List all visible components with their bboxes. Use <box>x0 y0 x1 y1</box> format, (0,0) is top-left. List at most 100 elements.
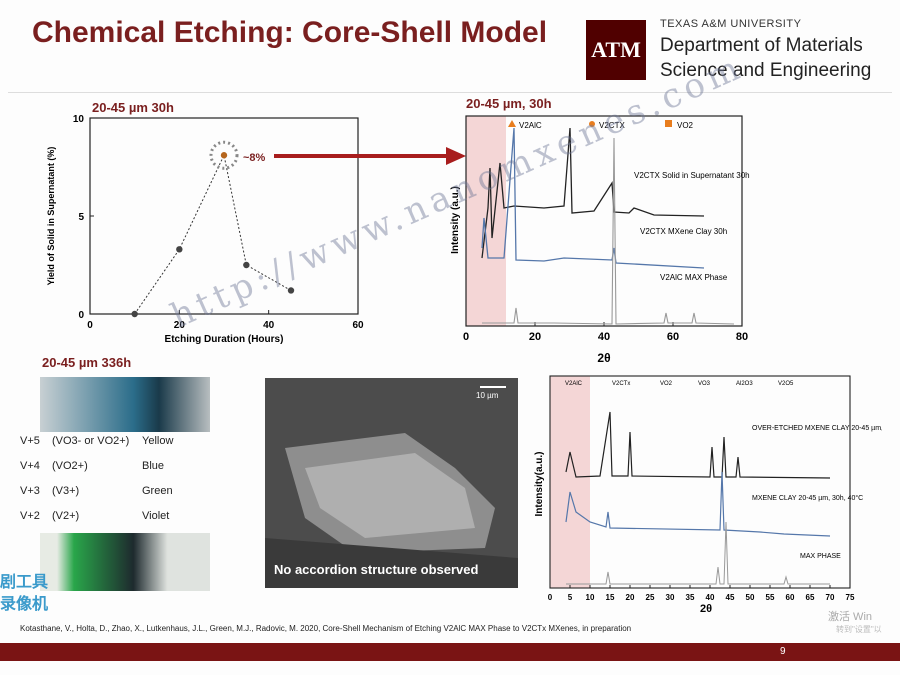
series-max-phase <box>482 137 735 325</box>
xrd2-xtick-label: 15 <box>606 593 615 602</box>
yield-chart: 0 20 40 60 0 5 10 Etching Duration (Hours) Yie… <box>46 114 364 345</box>
row-3-color: Green <box>142 485 173 497</box>
xrd-xtick-label: 80 <box>736 331 748 343</box>
sem-image <box>265 378 518 588</box>
row-3-species: (V3+) <box>52 485 80 497</box>
yield-xtick-label: 20 <box>174 320 186 331</box>
xrd2-xtick-label: 35 <box>686 593 695 602</box>
peak-highlight-circle <box>209 140 239 170</box>
xrd2-xtick-label: 5 <box>568 593 573 602</box>
arrow-to-xrd <box>274 147 466 165</box>
yield-ytick-label: 5 <box>78 212 84 223</box>
photo-vial-blue <box>40 377 210 432</box>
xrd2-xtick-label: 65 <box>806 593 815 602</box>
university-name: TEXAS A&M UNIVERSITY <box>660 18 802 30</box>
photo-label: 20-45 µm 336h <box>42 355 132 370</box>
department-line-2: Science and Engineering <box>660 60 872 81</box>
row-3-state: V+3 <box>20 485 40 497</box>
tamu-logo <box>586 20 646 80</box>
yield-xtick-label: 60 <box>352 320 364 331</box>
xrd2-xtick-label: 55 <box>766 593 775 602</box>
yield-xtick-label: 0 <box>87 320 93 331</box>
row-1-state: V+5 <box>20 435 40 447</box>
xrd2-xtick-label: 45 <box>726 593 735 602</box>
yield-ytick-label: 10 <box>73 114 85 125</box>
row-2-state: V+4 <box>20 460 40 472</box>
recorder-overlay-2: 录像机 <box>0 596 49 613</box>
series-mxene-clay <box>481 127 705 269</box>
sem-caption: No accordion structure observed <box>274 562 479 577</box>
yield-data-point <box>243 261 250 269</box>
chart2-title: 20-45 µm, 30h <box>466 96 552 111</box>
os-activation-overlay-2: 转到"设置"以 <box>836 625 882 634</box>
legend2-al2o3: Al2O3 <box>736 381 753 387</box>
legend2-vo2: VO2 <box>660 381 673 387</box>
xrd2-xtick-label: 20 <box>626 593 635 602</box>
label-mxene-clay: V2CTX MXene Clay 30h <box>640 227 727 236</box>
chart1-title: 20-45 µm 30h <box>92 100 174 115</box>
sem-scale-bar <box>480 386 506 388</box>
row-1-species: (VO3- or VO2+) <box>52 435 130 447</box>
series-mxene-clay-30h <box>565 471 831 537</box>
legend2-v2ctx: V2CTx <box>612 381 630 387</box>
label-solid-supernatant: V2CTX Solid in Supernatant 30h <box>634 171 750 180</box>
yield-xlabel: Etching Duration (Hours) <box>165 334 284 345</box>
legend2-v2alc: V2AlC <box>565 381 583 387</box>
xrd-xlabel: 2θ <box>597 351 610 365</box>
slide-title: Chemical Etching: Core-Shell Model <box>32 16 548 49</box>
row-4-species: (V2+) <box>52 510 80 522</box>
yield-data-point <box>220 152 228 159</box>
yield-series-line <box>134 153 292 315</box>
xrd2-xtick-label: 10 <box>586 593 595 602</box>
peak-annotation: ~8% <box>243 152 266 164</box>
legend-v2ctx: V2CTX <box>599 121 625 130</box>
row-4-state: V+2 <box>20 510 40 522</box>
legend-v2alc-marker <box>508 120 516 127</box>
yield-xtick-label: 40 <box>263 320 275 331</box>
xrd2-xtick-label: 75 <box>846 593 855 602</box>
series-over-etched <box>565 411 831 479</box>
header-divider <box>8 92 892 93</box>
reference-text: Kotasthane, V., Holta, D., Zhao, X., Lut… <box>20 624 632 633</box>
xrd2-xlabel: 2θ <box>700 603 712 615</box>
xrd-xtick-label: 0 <box>463 331 469 343</box>
yield-ytick-label: 0 <box>78 310 84 321</box>
label-max-phase: V2AlC MAX Phase <box>660 273 728 282</box>
page-number: 9 <box>780 646 786 657</box>
xrd2-xtick-label: 50 <box>746 593 755 602</box>
xrd2-xtick-label: 60 <box>786 593 795 602</box>
sem-scale-label: 10 µm <box>476 391 499 400</box>
label-over-etched: OVER-ETCHED MXENE CLAY 20-45 µm, 336h, 4… <box>752 424 882 432</box>
xrd2-ylabel: Intensity(a.u.) <box>534 451 545 516</box>
row-1-color: Yellow <box>142 435 174 447</box>
series-max-phase-2 <box>566 521 830 585</box>
legend2-v2o5: V2O5 <box>778 381 794 387</box>
xrd-ylabel: Intensity (a.u.) <box>450 186 461 254</box>
recorder-overlay-1: 剧工具 <box>0 574 49 591</box>
xrd-xtick-label: 60 <box>667 331 679 343</box>
row-2-species: (VO2+) <box>52 460 88 472</box>
legend-vo2-marker <box>665 120 672 127</box>
legend-v2alc: V2AlC <box>519 121 542 130</box>
yield-data-point <box>287 287 295 294</box>
xrd2-highlight-band <box>550 376 590 588</box>
xrd2-xtick-label: 40 <box>706 593 715 602</box>
xrd2-xtick-label: 25 <box>646 593 655 602</box>
yield-data-point <box>176 246 183 253</box>
yield-data-point <box>131 310 138 318</box>
xrd2-plot-frame <box>549 375 851 589</box>
xrd-chart-30h: 0 20 40 60 80 V2AlC V2CTX VO2 V2CTX Solid in… <box>450 115 750 365</box>
photo-vial-green <box>40 533 210 591</box>
xrd2-xtick-label: 30 <box>666 593 675 602</box>
legend2-vo3: VO3 <box>698 381 711 387</box>
row-4-color: Violet <box>142 510 170 522</box>
legend-vo2: VO2 <box>677 121 694 130</box>
os-activation-overlay: 激活 Win <box>828 611 872 623</box>
label-mxene-clay-30h: MXENE CLAY 20-45 µm, 30h, 40°C <box>752 494 863 502</box>
xrd2-xtick-label: 0 <box>548 593 553 602</box>
footer-bar <box>0 643 900 661</box>
row-2-color: Blue <box>142 460 165 472</box>
xrd-xtick-label: 40 <box>598 331 610 343</box>
department-line-1: Department of Materials <box>660 35 863 56</box>
